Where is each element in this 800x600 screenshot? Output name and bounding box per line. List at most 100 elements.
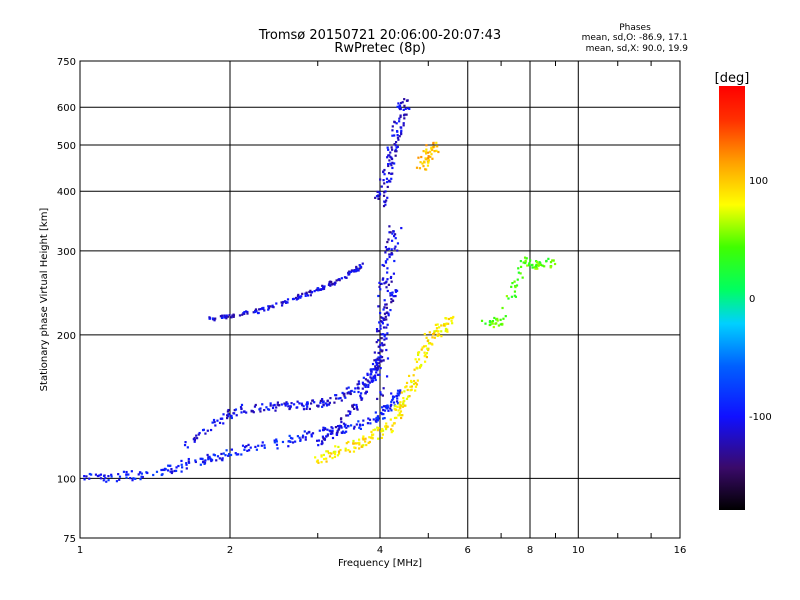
data-point-o-upper (206, 429, 209, 432)
data-point-vertical (392, 230, 395, 233)
data-point-vertical (386, 267, 389, 270)
data-point-F-layer (297, 293, 300, 297)
data-point-o-upper (357, 390, 360, 394)
data-point-x-mode (398, 403, 401, 406)
data-point-o-upper (280, 403, 283, 406)
data-point-x-mode (412, 379, 416, 383)
data-point-o-mid (370, 379, 373, 382)
data-point-o-upper (219, 417, 222, 420)
data-point-x-upper (433, 150, 436, 153)
data-point-low-band (326, 428, 329, 431)
data-point-o-mid (352, 403, 356, 406)
data-point-x-mode (339, 448, 342, 452)
data-point-F-layer (315, 288, 318, 292)
data-point-o-mid (380, 342, 384, 345)
data-point-cusp (391, 166, 394, 170)
data-point-o-upper (276, 403, 279, 406)
colorbar-tick-label: 100 (749, 176, 768, 187)
data-point-o-upper (366, 379, 369, 382)
data-point-o-mid (376, 365, 380, 368)
data-point-F-layer (347, 271, 350, 274)
data-point-vertical (379, 391, 382, 394)
data-point-o-upper (349, 392, 352, 396)
data-point-low-band (164, 468, 167, 471)
data-point-low-band (289, 440, 292, 443)
data-point-x-mode (316, 459, 319, 462)
data-point-vertical (386, 289, 389, 293)
data-point-low-band (206, 453, 209, 457)
data-point-x-mode (320, 455, 323, 458)
data-point-x-mode (390, 428, 393, 431)
data-point-x-upper (425, 152, 428, 155)
data-point-cusp (386, 156, 389, 159)
data-point-x-mode (358, 447, 361, 450)
data-point-low-band (335, 433, 339, 436)
data-point-x-mode (337, 450, 341, 453)
data-point-cusp (384, 203, 387, 206)
data-point-F-layer (359, 265, 363, 268)
data-point-x-high (541, 264, 544, 267)
data-point-low-band (382, 417, 385, 420)
data-point-low-band (343, 431, 346, 434)
data-point-low-band (396, 389, 400, 392)
data-point-cusp (380, 185, 383, 188)
data-point-x-mode (325, 450, 328, 453)
data-point-cusp (383, 182, 386, 185)
data-point-o-mid (380, 337, 383, 340)
data-point-F-layer (349, 270, 353, 273)
x-tick-label: 8 (527, 545, 533, 556)
data-point-low-band (382, 413, 385, 416)
data-point-x-mode (446, 330, 449, 333)
data-point-low-band (291, 441, 295, 444)
data-point-vertical (392, 272, 396, 275)
data-point-o-upper (274, 409, 277, 412)
data-point-low-band (125, 473, 128, 476)
data-point-o-upper (240, 403, 244, 407)
data-point-x-mode (426, 339, 429, 343)
data-point-x-mode (417, 358, 421, 361)
data-point-x-high (526, 264, 529, 267)
data-point-x-mode (396, 405, 399, 408)
data-point-F-layer (322, 286, 326, 289)
data-point-vertical (376, 397, 379, 401)
data-point-cusp (390, 177, 393, 180)
data-point-low-band (386, 405, 389, 408)
data-point-vertical (390, 251, 393, 255)
data-point-x-high (494, 322, 497, 325)
data-point-vertical (384, 315, 387, 318)
y-tick-label: 75 (63, 534, 76, 545)
data-point-low-band (220, 458, 224, 461)
data-point-x-upper (432, 145, 435, 149)
data-point-o-mid (348, 412, 352, 415)
colorbar-tick-label: 0 (749, 294, 755, 305)
data-point-F-layer (238, 314, 242, 317)
data-point-o-upper (222, 413, 225, 416)
data-point-F-layer (295, 296, 298, 300)
data-point-o-mid (317, 439, 321, 442)
data-point-low-band (358, 426, 361, 429)
data-point-o-upper (357, 380, 360, 383)
data-point-x-high (502, 317, 505, 320)
data-point-x-mode (362, 435, 365, 438)
data-point-o-upper (305, 407, 308, 410)
data-point-cusp (406, 99, 409, 102)
data-point-x-mode (381, 433, 384, 436)
data-point-vertical (381, 333, 385, 336)
data-point-x-mode (360, 445, 363, 448)
data-point-o-mid (351, 404, 354, 407)
data-point-low-band (303, 430, 306, 433)
data-point-x-mode (449, 316, 453, 320)
data-point-x-high (514, 285, 517, 289)
data-point-low-band (273, 441, 276, 444)
data-point-o-mid (355, 403, 358, 407)
data-point-low-band (160, 473, 163, 477)
data-point-cusp (386, 196, 389, 199)
data-point-F-layer (225, 315, 228, 318)
data-point-x-high (510, 295, 514, 298)
data-point-cusp (395, 146, 398, 149)
data-point-o-mid (380, 333, 383, 336)
data-point-o-upper (329, 397, 332, 400)
data-point-o-upper (300, 402, 303, 405)
data-point-vertical (376, 373, 380, 376)
data-point-x-upper (430, 153, 433, 156)
